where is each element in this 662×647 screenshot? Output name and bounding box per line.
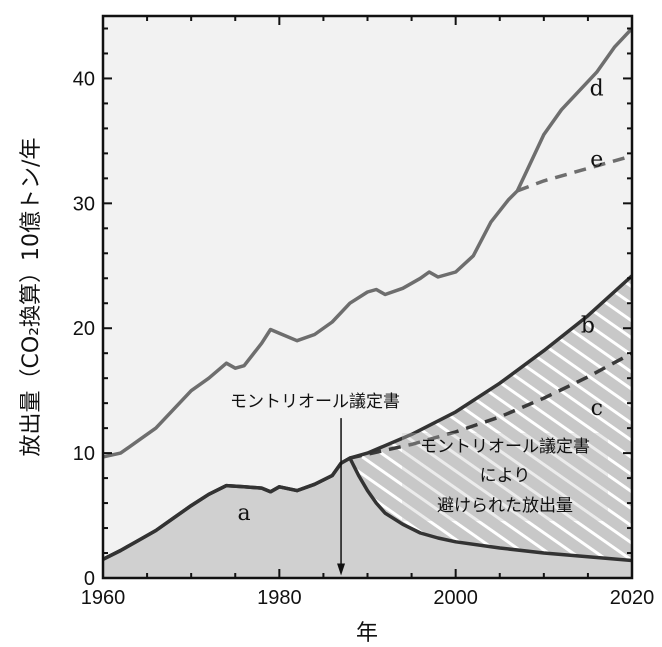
y-tick-label: 10 — [73, 443, 95, 465]
series-label-b: b — [581, 314, 595, 339]
avoided-label-backdrop — [402, 433, 608, 521]
x-tick-label: 1960 — [81, 587, 126, 609]
y-tick-label: 30 — [73, 193, 95, 215]
axis-ticks — [102, 16, 633, 579]
montreal-protocol-arrowhead — [337, 563, 346, 576]
y-tick-label: 20 — [73, 318, 95, 340]
y-axis-label: 放出量（CO₂換算）10億トン/年 — [19, 138, 44, 457]
series-label-e: e — [590, 148, 603, 173]
series-label-d: d — [590, 76, 604, 101]
series-d-line — [103, 27, 632, 459]
montreal-protocol-label: モントリオール議定書 — [230, 392, 400, 412]
y-tick-label: 0 — [84, 568, 95, 590]
series-a-line — [103, 456, 632, 563]
avoided-label-line-3: 避けられた放出量 — [437, 496, 573, 516]
x-tick-label: 2020 — [610, 587, 655, 609]
x-axis-label: 年 — [356, 621, 378, 646]
avoided-label-line-1: モントリオール議定書 — [420, 437, 590, 457]
series-label-c: c — [591, 396, 603, 421]
x-tick-label: 1980 — [257, 587, 302, 609]
series-c-line — [349, 351, 632, 460]
series-label-a: a — [238, 501, 251, 526]
avoided-label-line-2: により — [480, 466, 531, 486]
y-tick-label: 40 — [73, 68, 95, 90]
axis-tick-labels: 1960 1980 2000 2020 0 10 20 30 40 — [73, 68, 655, 609]
x-tick-label: 2000 — [433, 587, 478, 609]
